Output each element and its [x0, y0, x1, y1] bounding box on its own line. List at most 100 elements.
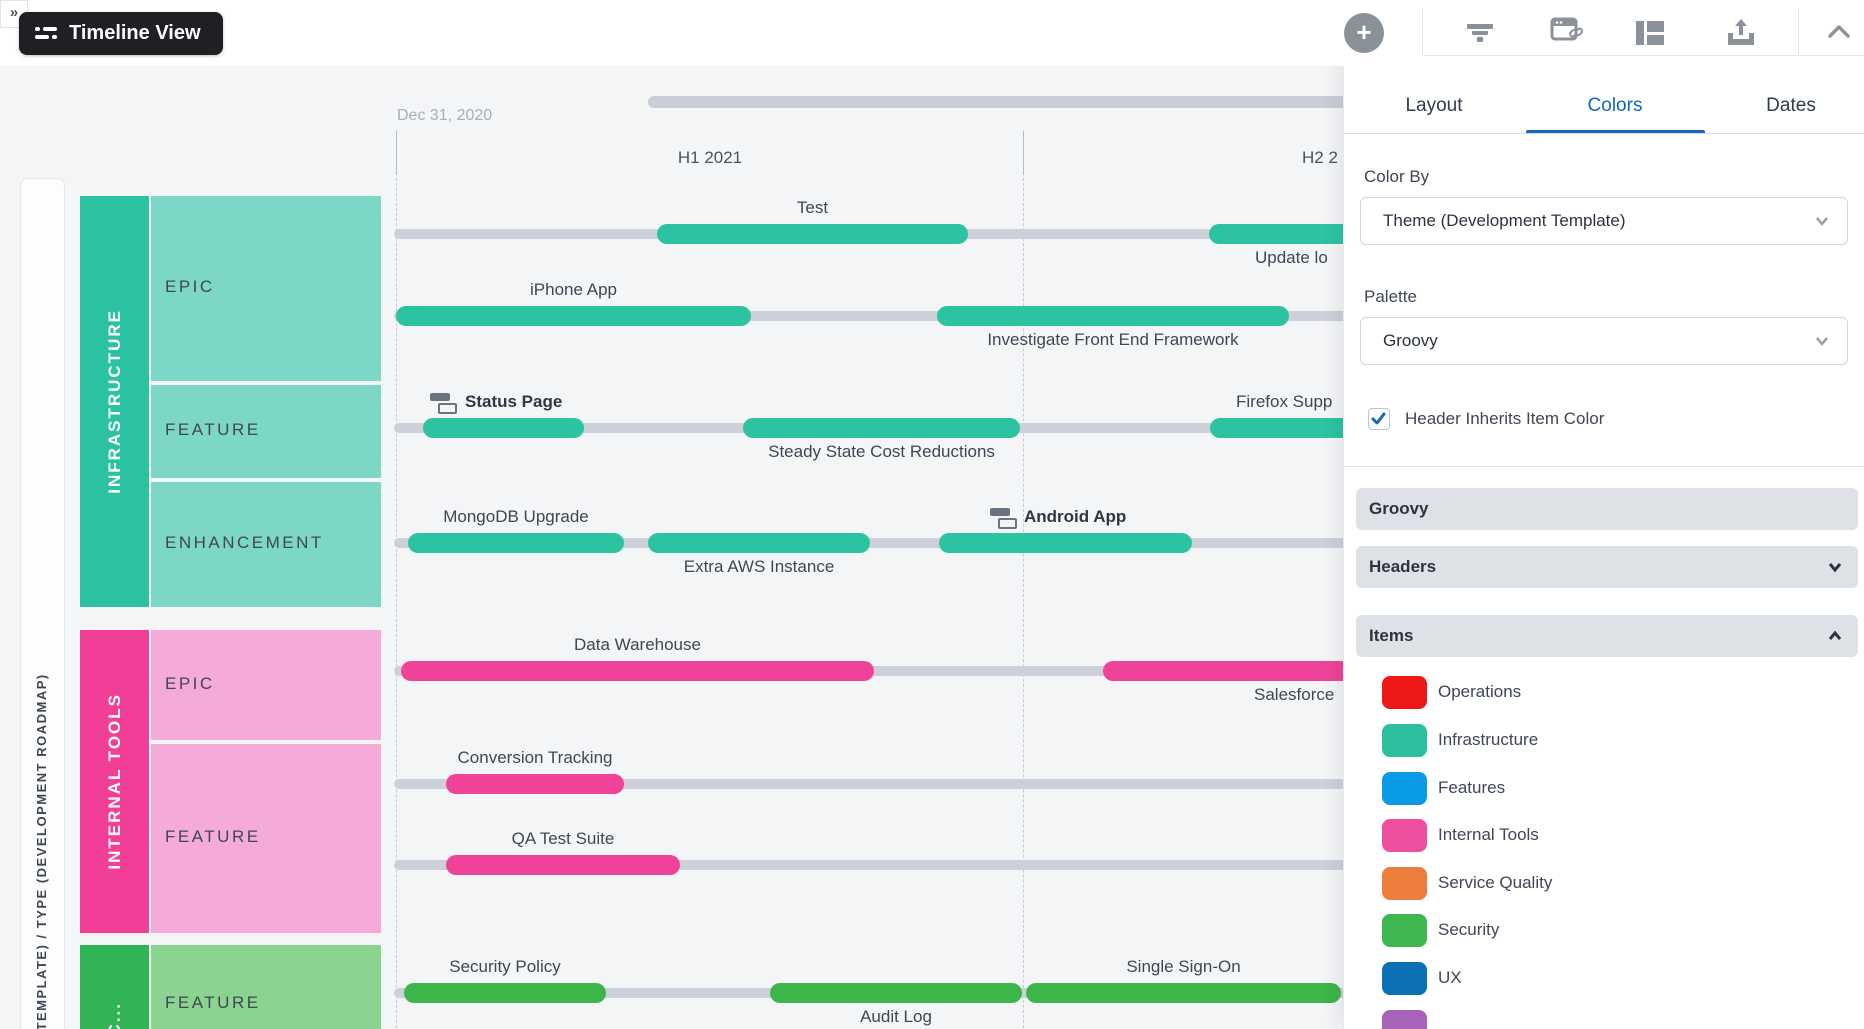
gantt-bar[interactable]	[423, 418, 584, 438]
palette-item-label: Features	[1438, 778, 1506, 797]
color-swatch[interactable]	[1382, 724, 1427, 757]
palette-item-label: Service Quality	[1438, 873, 1553, 892]
gantt-bar[interactable]	[1210, 418, 1365, 438]
bar-label: Investigate Front End Framework	[987, 330, 1239, 349]
palette-item-label: UX	[1438, 968, 1462, 987]
axis-label: THEME (DEVELOPMENT TEMPLATE) / TYPE (DEV…	[34, 673, 49, 1029]
gantt-bar[interactable]	[404, 983, 606, 1003]
palette-item-label: Infrastructure	[1438, 730, 1539, 749]
gantt-bar[interactable]	[408, 533, 624, 553]
color-swatch[interactable]	[1382, 819, 1427, 852]
gantt-bar[interactable]	[401, 661, 874, 681]
palette-section-items[interactable]: Items	[1356, 615, 1858, 657]
gantt-bar[interactable]	[1103, 661, 1365, 681]
timeline-start-date: Dec 31, 2020	[397, 107, 493, 124]
gantt-bar[interactable]	[446, 774, 624, 794]
section-label: Groovy	[1369, 499, 1429, 518]
axis-strip	[20, 178, 65, 1029]
checkmark-icon	[1371, 412, 1386, 425]
section-label: Headers	[1369, 557, 1437, 576]
bar-label: Steady State Cost Reductions	[768, 442, 995, 461]
bar-label: Status Page	[465, 392, 563, 411]
group-header[interactable]: INTERNAL TOOLS	[80, 630, 149, 933]
export-icon[interactable]	[1726, 17, 1756, 49]
gantt-bar[interactable]	[939, 533, 1192, 553]
tab-layout[interactable]: Layout	[1405, 95, 1463, 116]
panel-divider	[1343, 466, 1864, 467]
gantt-bar[interactable]	[1026, 983, 1341, 1003]
timeline-track	[394, 311, 1364, 321]
tab-dates[interactable]: Dates	[1766, 95, 1816, 116]
view-switcher-button[interactable]: Timeline View	[19, 12, 223, 55]
color-swatch[interactable]	[1382, 1010, 1427, 1029]
palette-label: Palette	[1364, 287, 1417, 306]
chevron-down-icon	[1828, 563, 1842, 573]
palette-dropdown[interactable]: Groovy	[1360, 317, 1848, 365]
gantt-bar[interactable]	[396, 306, 751, 326]
color-swatch[interactable]	[1382, 962, 1427, 995]
gantt-bar[interactable]	[1209, 224, 1369, 244]
bar-label: Android App	[1024, 507, 1127, 526]
record-type-icon	[990, 508, 1017, 529]
bar-label: Data Warehouse	[574, 635, 701, 654]
shared-webpage-link-icon[interactable]	[1550, 17, 1584, 49]
gantt-bar[interactable]	[937, 306, 1289, 326]
record-type-icon-top	[990, 508, 1010, 516]
tab-colors[interactable]: Colors	[1587, 95, 1643, 116]
bar-label: Test	[796, 198, 829, 217]
record-type-icon	[430, 393, 457, 414]
color-swatch[interactable]	[1382, 772, 1427, 805]
gantt-bar[interactable]	[657, 224, 968, 244]
toolbar-divider	[1798, 10, 1799, 54]
palette-item-label: Security	[1438, 920, 1500, 939]
bar-label: Update lo	[1255, 248, 1328, 267]
bar-label: Firefox Supp	[1236, 392, 1333, 411]
lane-label: ENHANCEMENT	[165, 533, 324, 552]
bar-label: Audit Log	[860, 1007, 932, 1026]
bar-label: Single Sign-On	[1126, 957, 1241, 976]
lane-band	[151, 744, 381, 933]
record-type-icon-bottom	[438, 403, 457, 414]
color-swatch[interactable]	[1382, 914, 1427, 947]
timeline-track	[394, 538, 1364, 548]
color-by-dropdown[interactable]: Theme (Development Template)	[1360, 197, 1848, 245]
bar-label: Salesforce	[1254, 685, 1335, 704]
lane-label: EPIC	[165, 277, 215, 296]
palette-section-headers[interactable]: Headers	[1356, 546, 1858, 588]
gantt-bar[interactable]	[446, 855, 680, 875]
color-by-label: Color By	[1364, 167, 1430, 186]
lane-band	[151, 945, 381, 1029]
lane-label: FEATURE	[165, 827, 261, 846]
color-swatch[interactable]	[1382, 676, 1427, 709]
palette-section-groovy[interactable]: Groovy	[1356, 488, 1858, 530]
checkbox-label: Header Inherits Item Color	[1405, 409, 1605, 428]
popover-edge	[1422, 55, 1864, 56]
tick-mark	[1023, 131, 1024, 175]
group-header[interactable]: SEC...	[80, 945, 149, 1029]
palette-item-label: Internal Tools	[1438, 825, 1539, 844]
group-header[interactable]: INFRASTRUCTURE	[80, 196, 149, 607]
lane-label: FEATURE	[165, 993, 261, 1012]
section-label: Items	[1369, 626, 1414, 645]
bar-label: iPhone App	[530, 280, 617, 299]
chevron-down-icon	[1816, 337, 1828, 347]
lane-band	[151, 482, 381, 607]
layout-columns-icon[interactable]	[1635, 20, 1665, 46]
bar-label: Extra AWS Instance	[683, 557, 835, 576]
gridline-dashed	[1023, 178, 1024, 1029]
gantt-bar[interactable]	[648, 533, 870, 553]
add-item-button[interactable]: +	[1344, 13, 1384, 53]
period-label: H1 2021	[677, 148, 743, 167]
bar-label: MongoDB Upgrade	[443, 507, 589, 526]
horizontal-scrollbar[interactable]	[648, 96, 1348, 108]
filter-icon[interactable]	[1466, 21, 1494, 45]
timeline-track	[394, 666, 1364, 676]
period-label: H2 2	[1302, 148, 1338, 167]
color-swatch[interactable]	[1382, 867, 1427, 900]
collapse-toolbar-icon[interactable]	[1828, 24, 1850, 38]
gantt-bar[interactable]	[743, 418, 1020, 438]
lane-band	[151, 630, 381, 740]
gantt-bar[interactable]	[770, 983, 1022, 1003]
bar-label: Security Policy	[449, 957, 561, 976]
header-inherits-checkbox[interactable]	[1368, 408, 1390, 430]
